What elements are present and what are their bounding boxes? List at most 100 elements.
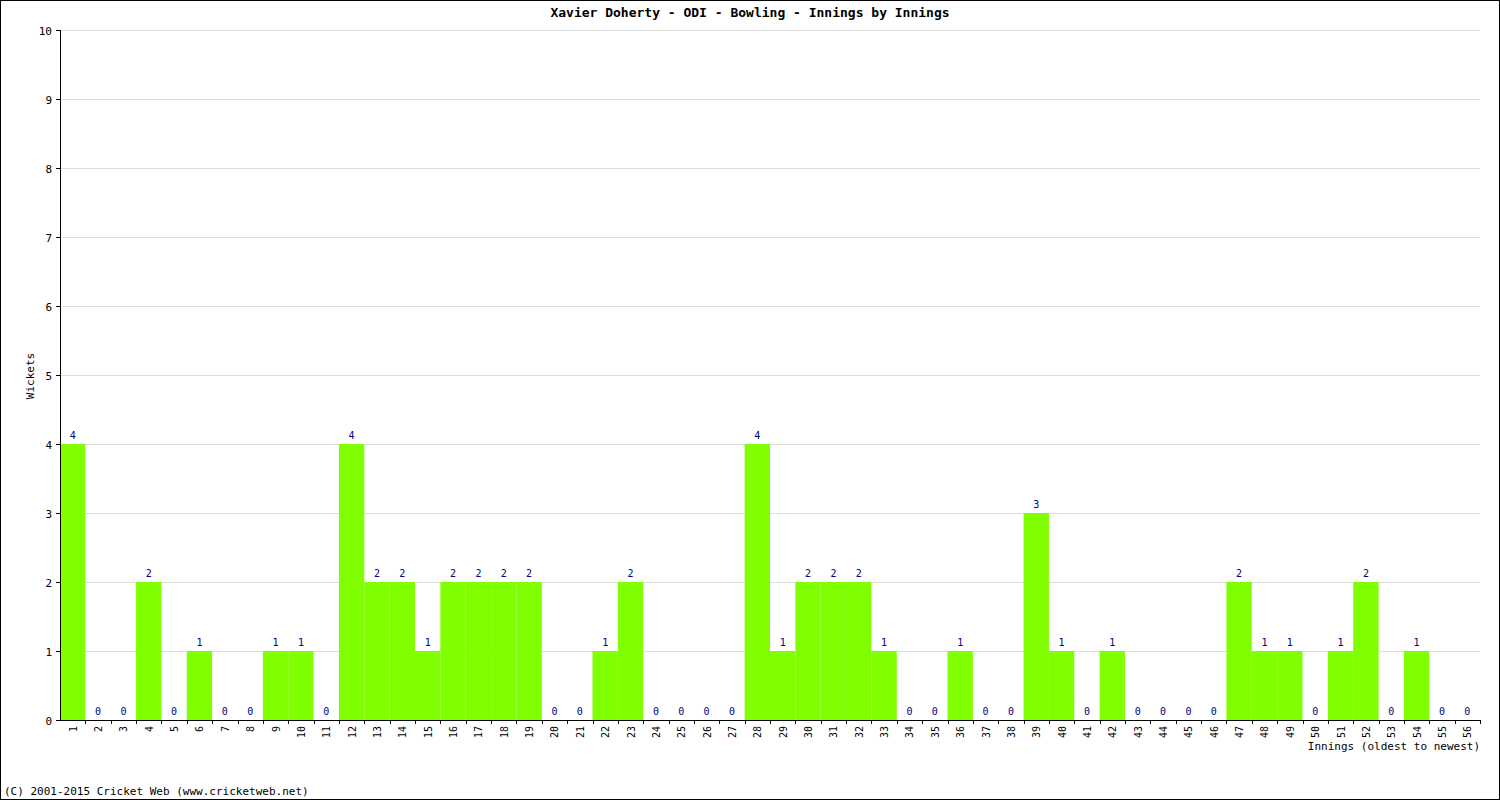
bar — [1049, 651, 1074, 720]
y-tick-label: 5 — [45, 370, 52, 383]
x-tick-label: 13 — [372, 726, 383, 738]
y-tick-label: 6 — [45, 301, 52, 314]
data-label: 0 — [653, 706, 659, 717]
data-label: 1 — [1059, 637, 1065, 648]
x-tick — [111, 720, 112, 724]
x-tick — [618, 720, 619, 724]
x-tick — [187, 720, 188, 724]
bar — [846, 582, 871, 720]
data-label: 0 — [120, 706, 126, 717]
bar — [263, 651, 288, 720]
y-tick — [56, 720, 60, 721]
data-label: 1 — [1261, 637, 1267, 648]
data-label: 1 — [1109, 637, 1115, 648]
bar — [973, 720, 998, 721]
x-tick — [1353, 720, 1354, 724]
bar — [998, 720, 1023, 721]
grid-line — [60, 375, 1480, 376]
bar — [542, 720, 567, 721]
x-tick-label: 22 — [600, 726, 611, 738]
x-tick-label: 44 — [1158, 726, 1169, 738]
y-tick-label: 10 — [39, 25, 52, 38]
data-label: 1 — [273, 637, 279, 648]
bar — [643, 720, 668, 721]
data-label: 4 — [349, 430, 355, 441]
x-tick — [1480, 720, 1481, 724]
bar — [1353, 582, 1378, 720]
x-tick — [973, 720, 974, 724]
bar — [1277, 651, 1302, 720]
data-label: 1 — [602, 637, 608, 648]
bar — [85, 720, 110, 721]
y-tick-label: 0 — [45, 715, 52, 728]
x-tick — [922, 720, 923, 724]
x-tick-label: 18 — [499, 726, 510, 738]
bar — [1252, 651, 1277, 720]
x-tick-label: 4 — [144, 726, 155, 732]
data-label: 1 — [957, 637, 963, 648]
bar — [567, 720, 592, 721]
x-tick-label: 21 — [575, 726, 586, 738]
data-label: 0 — [729, 706, 735, 717]
bar — [897, 720, 922, 721]
data-label: 2 — [374, 568, 380, 579]
y-tick-label: 9 — [45, 94, 52, 107]
x-tick-label: 6 — [194, 726, 205, 732]
y-tick — [56, 237, 60, 238]
grid-line — [60, 99, 1480, 100]
y-tick-label: 7 — [45, 232, 52, 245]
bar — [314, 720, 339, 721]
bar — [922, 720, 947, 721]
x-tick — [998, 720, 999, 724]
x-tick-label: 38 — [1006, 726, 1017, 738]
x-tick-label: 25 — [676, 726, 687, 738]
data-label: 1 — [780, 637, 786, 648]
x-tick-label: 17 — [473, 726, 484, 738]
data-label: 0 — [1160, 706, 1166, 717]
x-tick-label: 37 — [981, 726, 992, 738]
bar — [136, 582, 161, 720]
bar — [288, 651, 313, 720]
data-label: 2 — [475, 568, 481, 579]
data-label: 0 — [577, 706, 583, 717]
bar — [1226, 582, 1251, 720]
x-tick-label: 5 — [169, 726, 180, 732]
data-label: 2 — [399, 568, 405, 579]
x-tick — [136, 720, 137, 724]
x-tick — [669, 720, 670, 724]
y-tick — [56, 30, 60, 31]
data-label: 1 — [1338, 637, 1344, 648]
x-tick — [1379, 720, 1380, 724]
grid-line — [60, 168, 1480, 169]
y-tick-label: 8 — [45, 163, 52, 176]
x-tick-label: 49 — [1285, 726, 1296, 738]
bar — [1404, 651, 1429, 720]
x-tick — [719, 720, 720, 724]
data-label: 0 — [551, 706, 557, 717]
bar — [871, 651, 896, 720]
x-tick — [364, 720, 365, 724]
y-tick — [56, 513, 60, 514]
x-tick-label: 48 — [1259, 726, 1270, 738]
x-tick-label: 36 — [955, 726, 966, 738]
y-axis — [60, 30, 61, 720]
x-tick-label: 43 — [1133, 726, 1144, 738]
x-tick — [415, 720, 416, 724]
bar — [238, 720, 263, 721]
data-label: 1 — [196, 637, 202, 648]
data-label: 0 — [906, 706, 912, 717]
x-tick — [1049, 720, 1050, 724]
data-label: 2 — [1363, 568, 1369, 579]
x-tick — [212, 720, 213, 724]
x-tick — [1201, 720, 1202, 724]
data-label: 2 — [805, 568, 811, 579]
x-tick — [542, 720, 543, 724]
x-tick-label: 29 — [778, 726, 789, 738]
bar — [821, 582, 846, 720]
x-axis-label: Innings (oldest to newest) — [1308, 740, 1480, 753]
data-label: 0 — [983, 706, 989, 717]
x-tick — [491, 720, 492, 724]
data-label: 1 — [1287, 637, 1293, 648]
x-tick — [288, 720, 289, 724]
x-tick — [1226, 720, 1227, 724]
